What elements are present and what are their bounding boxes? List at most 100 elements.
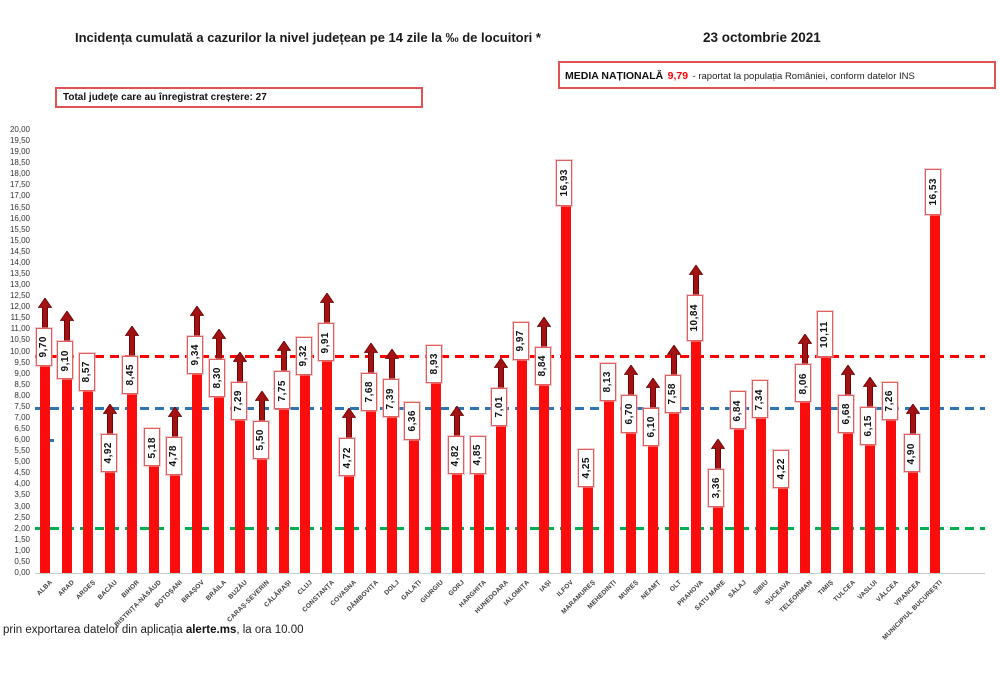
bar-constan-a	[322, 353, 333, 573]
bar-hunedoara	[495, 417, 506, 573]
bar-value-text: 9,10	[59, 349, 71, 372]
bar-value-label: 7,58	[664, 375, 681, 414]
x-axis-label: VÂLCEA	[875, 579, 901, 604]
bar-value-text: 4,82	[450, 444, 462, 466]
x-axis-label: BIHOR	[120, 579, 141, 600]
x-axis-label: CLUJ	[296, 579, 315, 597]
x-axis-label: HUNEDOARA	[473, 579, 510, 616]
bar-harghita	[474, 465, 484, 573]
bar-value-text: 8,06	[797, 372, 809, 395]
reference-line-prag-albastru	[35, 407, 985, 411]
bar-alba	[40, 358, 50, 573]
bar-value-label: 4,82	[447, 436, 464, 475]
bar-value-text: 7,58	[667, 383, 679, 405]
x-axis-label: IALOMIȚA	[503, 579, 532, 608]
footer-suffix: , la ora 10.00	[236, 624, 304, 636]
bar-gala-i	[408, 432, 419, 573]
x-axis-label: GIURGIU	[418, 579, 445, 605]
reference-line-prag-verde	[35, 526, 985, 530]
x-axis-label: BRAȘOV	[180, 579, 206, 605]
chart-title: Incidența cumulată a cazurilor la nivel …	[75, 30, 541, 45]
bar-boto-ani	[170, 467, 181, 573]
reference-line-media-nationala	[35, 354, 985, 358]
x-axis-label: BRĂILA	[204, 579, 228, 603]
bar-value-label: 9,32	[295, 336, 312, 375]
bar-bra-ov	[191, 366, 202, 573]
y-axis-tick-label: 7,50	[14, 401, 30, 411]
y-axis-tick-label: 19,50	[9, 136, 30, 146]
bar-giurgiu	[430, 375, 441, 573]
bar-value-text: 7,68	[363, 381, 375, 403]
bar-value-text: 4,90	[906, 442, 917, 465]
bar-value-label: 7,01	[491, 387, 508, 426]
footer-note: prin exportarea datelor din aplicația al…	[3, 624, 304, 636]
bar-value-text: 8,93	[428, 353, 440, 375]
y-axis-tick-label: 17,00	[9, 191, 30, 201]
y-axis-tick-label: 13,00	[9, 280, 30, 290]
bar-value-label: 8,93	[426, 345, 443, 384]
bar-value-text: 4,22	[775, 457, 787, 480]
y-axis-tick-label: 18,50	[9, 158, 30, 168]
total-increase-label: Total județe care au înregistrat creșter…	[63, 92, 253, 103]
x-axis-label: MUNICIPIUL BUCUREȘTI	[881, 579, 944, 642]
x-axis-label: ARGEȘ	[75, 579, 98, 602]
chart-date: 23 octombrie 2021	[703, 30, 821, 45]
x-axis-label: MUREȘ	[617, 579, 640, 602]
y-axis-tick-label: 16,00	[9, 213, 30, 223]
bar-value-label: 9,34	[187, 336, 204, 375]
bar-value-label: 4,25	[578, 448, 594, 487]
bar-value-text: 9,32	[298, 344, 310, 367]
bar-ia-i	[539, 377, 550, 573]
bar-value-text: 8,57	[81, 361, 93, 383]
bar-value-text: 6,84	[732, 399, 744, 422]
bar-vaslui	[864, 436, 875, 573]
y-axis-tick-label: 6,00	[14, 435, 30, 445]
bar-value-text: 8,45	[124, 364, 136, 386]
bar-value-text: 7,26	[884, 390, 896, 412]
bar-value-text: 7,34	[754, 388, 766, 411]
y-axis-tick-label: 12,50	[9, 291, 30, 301]
x-axis-label: MARAMUREȘ	[559, 579, 597, 616]
y-axis-tick-label: 4,50	[14, 468, 30, 478]
bar-prahova	[691, 332, 701, 573]
bar-value-label: 16,93	[556, 160, 573, 206]
bar-d-mbovi-a	[365, 402, 376, 573]
bar-value-text: 7,39	[385, 387, 397, 410]
bar-value-text: 9,70	[38, 336, 49, 358]
bar-mure-	[625, 424, 636, 573]
bar-satu-mare	[712, 498, 723, 573]
bar-ilfov	[560, 198, 571, 573]
bar-value-text: 10,11	[819, 320, 831, 348]
y-axis-tick-label: 3,50	[14, 490, 30, 500]
bar-arad	[61, 371, 72, 573]
bar-cara-severin	[257, 451, 267, 573]
bar-value-text: 7,75	[276, 379, 288, 402]
bar-c-l-ra-i	[278, 401, 289, 573]
bar-value-text: 6,68	[840, 403, 852, 425]
bar-value-text: 8,30	[211, 367, 223, 389]
bar-municipiul-bucure-ti	[929, 206, 940, 573]
total-increase-value: 27	[255, 92, 267, 103]
x-axis-label: TELEORMAN	[778, 579, 814, 615]
bar-olt	[669, 405, 680, 573]
bar-value-label: 4,90	[903, 434, 920, 473]
y-axis-tick-label: 11,00	[10, 324, 30, 334]
y-axis-tick-label: 10,50	[9, 335, 30, 345]
y-axis-tick-label: 13,50	[9, 268, 30, 278]
bar-value-label: 7,29	[230, 381, 247, 420]
y-axis-tick-label: 9,00	[14, 368, 30, 378]
x-axis-label: CĂLĂRAȘI	[262, 579, 293, 609]
y-axis-tick-label: 16,50	[9, 202, 30, 212]
y-axis-tick-label: 0,00	[14, 568, 30, 577]
y-axis-tick-label: 6,50	[14, 424, 30, 434]
bar-suceava	[777, 479, 788, 573]
total-increase-box: Total județe care au înregistrat creșter…	[55, 87, 423, 108]
x-axis-label: COVASNA	[329, 579, 358, 608]
bar-value-text: 6,70	[623, 402, 635, 425]
y-axis-tick-label: 7,00	[14, 412, 30, 422]
y-axis-tick-label: 5,00	[14, 457, 30, 467]
national-average-box: MEDIA NAȚIONALĂ 9,79 - raportat la popul…	[558, 61, 996, 89]
bar-cluj	[300, 366, 311, 573]
y-axis-tick-label: 9,50	[14, 357, 30, 367]
bar-value-text: 4,25	[580, 457, 592, 479]
